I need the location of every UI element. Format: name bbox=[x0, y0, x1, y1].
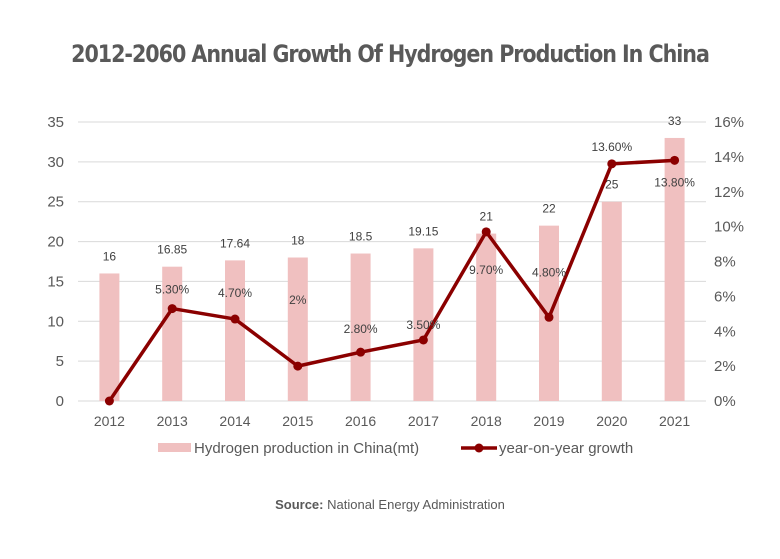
growth-data-label: 13.60% bbox=[591, 140, 632, 154]
bar bbox=[225, 260, 245, 401]
growth-point bbox=[293, 361, 303, 371]
x-tick-label: 2018 bbox=[471, 413, 502, 429]
legend-bar-label: Hydrogen production in China(mt) bbox=[194, 440, 419, 457]
bar bbox=[350, 253, 371, 401]
y-right-tick-label: 12% bbox=[714, 184, 744, 201]
bar-data-label: 16.85 bbox=[157, 243, 187, 257]
growth-point bbox=[104, 396, 114, 406]
y-right-tick-label: 4% bbox=[714, 323, 736, 340]
growth-point bbox=[481, 227, 491, 237]
chart-title: 2012-2060 Annual Growth Of Hydrogen Prod… bbox=[71, 40, 710, 68]
x-tick-label: 2012 bbox=[94, 413, 125, 429]
y-left-tick-label: 25 bbox=[47, 194, 64, 211]
x-tick-label: 2017 bbox=[408, 413, 439, 429]
growth-data-label: 5.30% bbox=[155, 283, 189, 297]
bar bbox=[413, 248, 434, 401]
bar-data-label: 18.5 bbox=[349, 230, 373, 244]
y-left-tick-label: 20 bbox=[47, 234, 64, 251]
source-text: National Energy Administration bbox=[327, 497, 505, 512]
growth-data-label: 4.70% bbox=[218, 286, 252, 300]
bar-data-label: 17.64 bbox=[220, 236, 250, 250]
source-label: Source: bbox=[275, 497, 324, 512]
y-left-tick-label: 35 bbox=[47, 114, 64, 131]
x-tick-label: 2021 bbox=[659, 413, 690, 429]
bar bbox=[601, 201, 622, 401]
y-right-tick-label: 14% bbox=[714, 149, 744, 166]
growth-line bbox=[107, 158, 675, 402]
legend-bar-swatch bbox=[158, 443, 191, 452]
x-tick-label: 2014 bbox=[219, 413, 250, 429]
y-left-tick-label: 30 bbox=[47, 154, 64, 171]
x-tick-label: 2020 bbox=[596, 413, 627, 429]
growth-point bbox=[544, 312, 554, 322]
y-right-tick-label: 16% bbox=[714, 114, 744, 131]
bar bbox=[287, 257, 308, 401]
bar-data-label: 18 bbox=[291, 234, 305, 248]
bar-data-label: 16 bbox=[103, 249, 117, 263]
y-right-tick-label: 10% bbox=[714, 219, 744, 236]
growth-point bbox=[418, 335, 428, 345]
y-left-tick-label: 15 bbox=[47, 273, 64, 290]
bar bbox=[664, 137, 685, 401]
growth-point bbox=[230, 314, 240, 324]
growth-data-label: 2.80% bbox=[344, 322, 378, 336]
x-tick-label: 2015 bbox=[282, 413, 313, 429]
growth-point bbox=[670, 155, 680, 165]
legend-line-label: year-on-year growth bbox=[499, 440, 633, 457]
growth-point bbox=[167, 304, 177, 314]
growth-data-label: 13.80% bbox=[654, 175, 695, 189]
bar-data-label: 25 bbox=[605, 178, 619, 192]
y-right-tick-label: 2% bbox=[714, 358, 736, 375]
growth-data-label: 4.80% bbox=[532, 265, 566, 279]
y-right-tick-label: 0% bbox=[714, 393, 736, 410]
bar-data-label: 33 bbox=[668, 114, 682, 128]
growth-point bbox=[607, 159, 617, 169]
source-note: Source: National Energy Administration bbox=[0, 497, 780, 512]
bar bbox=[476, 233, 497, 401]
bar-data-label: 21 bbox=[480, 210, 494, 224]
bar-data-label: 19.15 bbox=[408, 224, 438, 238]
y-left-tick-label: 5 bbox=[56, 353, 64, 370]
bar bbox=[99, 273, 120, 401]
y-right-tick-label: 8% bbox=[714, 254, 736, 271]
growth-data-label: 2% bbox=[289, 293, 307, 307]
x-tick-label: 2019 bbox=[533, 413, 564, 429]
y-left-tick-label: 0 bbox=[56, 393, 64, 410]
y-right-tick-label: 6% bbox=[714, 288, 736, 305]
x-tick-label: 2013 bbox=[157, 413, 188, 429]
growth-data-label: 9.70% bbox=[469, 263, 503, 277]
y-left-tick-label: 10 bbox=[47, 313, 64, 330]
legend-line-marker bbox=[474, 443, 484, 453]
bar-data-label: 22 bbox=[542, 202, 556, 216]
growth-data-label: 3.50% bbox=[406, 318, 440, 332]
bar bbox=[162, 266, 183, 401]
growth-point bbox=[356, 347, 366, 357]
x-tick-label: 2016 bbox=[345, 413, 376, 429]
